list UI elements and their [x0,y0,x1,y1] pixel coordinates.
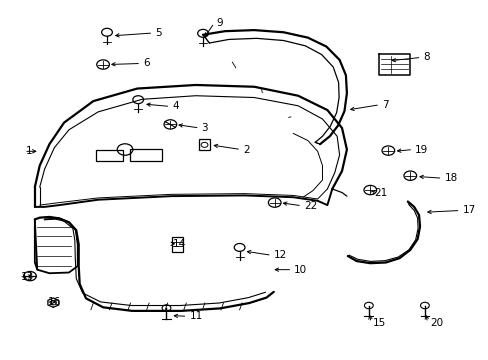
Text: 5: 5 [155,28,162,38]
Text: 11: 11 [189,311,202,321]
Bar [199,139,209,150]
Text: 6: 6 [143,58,149,68]
Text: 20: 20 [429,318,442,328]
Text: 1: 1 [26,146,33,156]
Text: 9: 9 [216,18,223,28]
Text: 8: 8 [423,52,429,62]
Text: 21: 21 [374,188,387,198]
Text: 13: 13 [21,272,34,282]
Text: 18: 18 [444,173,457,183]
Text: 22: 22 [304,201,317,211]
Bar [172,237,183,252]
Text: 4: 4 [172,102,179,112]
Text: 17: 17 [462,206,475,216]
Text: 7: 7 [381,100,388,110]
Text: 3: 3 [201,123,208,133]
Text: 14: 14 [172,239,185,249]
Text: 2: 2 [243,144,249,154]
Text: 10: 10 [294,265,307,275]
Text: 15: 15 [372,318,386,328]
Text: 12: 12 [273,250,286,260]
Text: 19: 19 [414,144,427,154]
Text: 16: 16 [48,297,61,307]
